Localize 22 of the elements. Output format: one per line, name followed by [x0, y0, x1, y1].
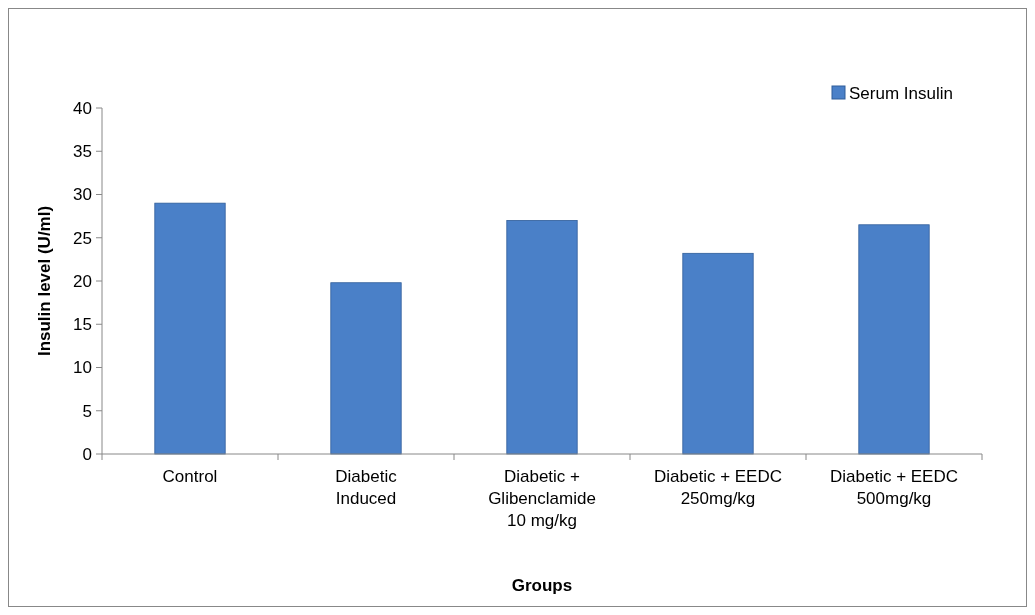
y-axis-title: Insulin level (U/ml) [35, 205, 54, 357]
x-tick-label: Diabetic + EEDC 500mg/kg [829, 467, 959, 508]
bar [154, 202, 226, 455]
y-tick-label: 10 [73, 358, 92, 378]
x-tick-label: Diabetic Induced [335, 467, 398, 508]
x-axis-title: Groups [511, 576, 573, 595]
bar [506, 220, 578, 455]
x-tick-label: Diabetic + EEDC 250mg/kg [653, 467, 783, 508]
bar [330, 282, 402, 455]
y-tick-label: 0 [82, 444, 92, 464]
y-tick-label: 40 [73, 98, 92, 118]
y-tick-label: 35 [73, 142, 92, 162]
y-tick-label: 30 [73, 185, 92, 205]
y-tick-label: 20 [73, 271, 92, 291]
x-tick-label: Control [162, 467, 218, 486]
y-tick-label: 5 [82, 401, 92, 421]
y-tick-label: 15 [73, 315, 92, 335]
y-tick-label: 25 [73, 228, 92, 248]
bar [682, 252, 754, 455]
x-tick-label: Diabetic + Glibenclamide 10 mg/kg [488, 467, 596, 530]
bar [858, 224, 930, 455]
legend-label: Serum Insulin [849, 83, 953, 103]
